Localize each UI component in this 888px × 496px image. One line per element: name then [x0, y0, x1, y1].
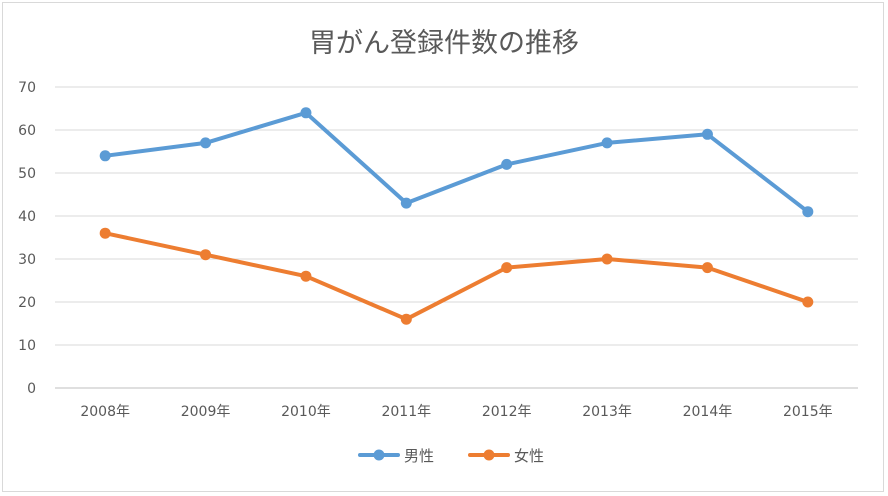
data-point [200, 137, 212, 149]
gridlines [55, 86, 858, 389]
data-point [501, 262, 513, 274]
legend-swatch-marker [483, 449, 495, 461]
legend-item: 女性 [468, 447, 544, 465]
y-tick-label: 50 [18, 166, 36, 182]
x-tick-label: 2015年 [783, 404, 833, 420]
legend: 男性 女性 [358, 447, 544, 465]
y-tick-label: 60 [18, 123, 36, 139]
legend-item: 男性 [358, 447, 434, 465]
series-line [103, 110, 810, 214]
data-point [601, 253, 613, 265]
data-point [99, 227, 111, 239]
y-tick-label: 30 [18, 252, 36, 268]
x-tick-label: 2012年 [482, 404, 532, 420]
data-point [802, 296, 814, 308]
data-point [601, 137, 613, 149]
x-tick-label: 2013年 [582, 404, 632, 420]
series-line [103, 231, 810, 322]
data-point [99, 150, 111, 162]
data-point [802, 206, 814, 218]
x-axis-ticks: 2008年 2009年 2010年 2011年 2012年 2013年 2014年 2015年 [80, 404, 832, 420]
y-tick-label: 40 [18, 209, 36, 225]
series-2 [99, 227, 814, 325]
data-point [400, 313, 412, 325]
x-tick-label: 2011年 [381, 404, 431, 420]
data-point [300, 107, 312, 119]
legend-label: 男性 [404, 447, 434, 465]
data-point [701, 262, 713, 274]
data-point [200, 249, 212, 261]
legend-swatch-marker [373, 449, 385, 461]
data-point [701, 128, 713, 140]
data-point [300, 270, 312, 282]
y-tick-label: 10 [18, 338, 36, 354]
series-layer [99, 107, 814, 325]
y-tick-label: 70 [18, 80, 36, 96]
series-1 [99, 107, 814, 218]
data-point [400, 197, 412, 209]
x-tick-label: 2009年 [181, 404, 231, 420]
y-axis-ticks: 0 10 20 30 40 50 60 70 [18, 80, 36, 397]
y-tick-label: 0 [27, 381, 36, 397]
data-point [501, 158, 513, 170]
x-tick-label: 2014年 [683, 404, 733, 420]
x-tick-label: 2008年 [80, 404, 130, 420]
chart-title: 胃がん登録件数の推移 [309, 28, 579, 59]
legend-label: 女性 [514, 447, 544, 465]
y-tick-label: 20 [18, 295, 36, 311]
x-tick-label: 2010年 [281, 404, 331, 420]
